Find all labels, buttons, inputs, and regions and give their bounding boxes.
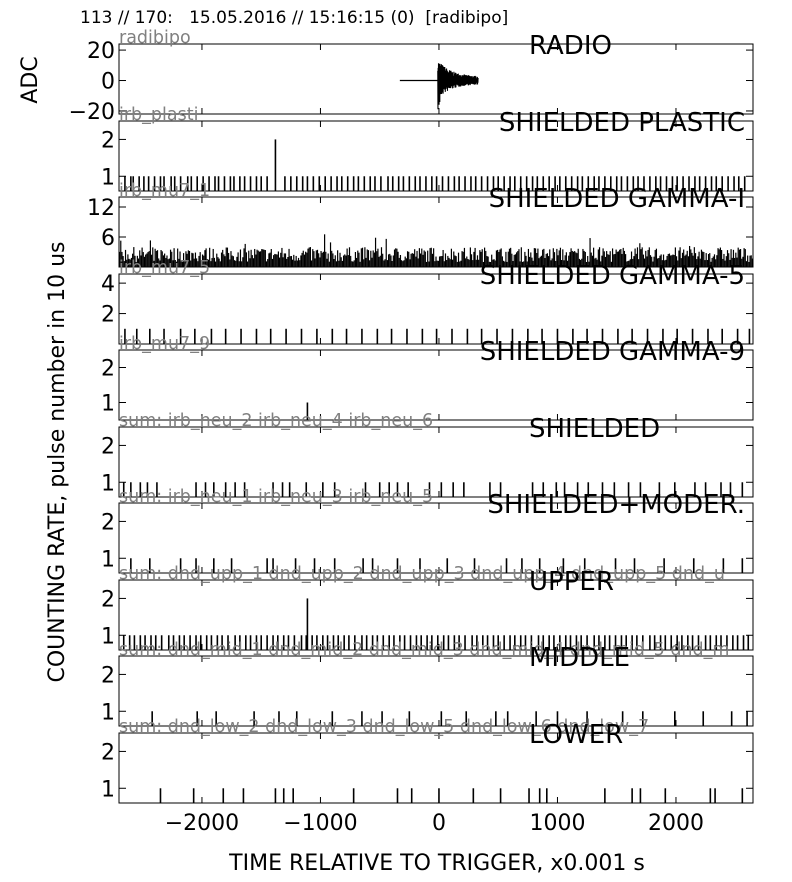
plot-area-shielded-gamma-5 <box>124 328 751 344</box>
y-tick-label: 1 <box>101 700 115 725</box>
panel-title: SHIELDED GAMMA-9 <box>480 337 745 367</box>
channel-label: sum: dnd_low_2 dnd_low_3 dnd_low_5 dnd_l… <box>119 717 649 737</box>
y-tick-label: 2 <box>101 303 115 328</box>
panel-title: SHIELDED <box>529 414 660 444</box>
x-tick-label: 2000 <box>648 811 704 836</box>
plot-area-lower <box>159 788 744 803</box>
panel-frame <box>118 579 754 651</box>
panel-frame <box>118 349 754 421</box>
plot-area-shielded <box>122 482 744 497</box>
panel-upper: 2 1 sum: dnd_upp_1 dnd_upp_2 dnd_upp_3 dnd… <box>101 564 754 651</box>
y-tick-label: 4 <box>101 272 115 297</box>
panel-frame <box>118 196 754 268</box>
y-tick-label: −20 <box>69 100 115 125</box>
channel-label: irb_plasti <box>119 105 198 125</box>
panel-title: UPPER <box>529 567 614 597</box>
channel-label: radibipo <box>119 28 191 48</box>
y-axis-label-counting-rate: COUNTING RATE, pulse number in 10 us <box>45 241 70 682</box>
y-tick-label: 1 <box>101 392 115 417</box>
y-axis-label-adc: ADC <box>18 56 43 103</box>
x-axis: −2000 −1000 0 1000 2000 <box>165 811 704 836</box>
plot-area-shielded-moder <box>130 558 744 573</box>
channel-label: irb_mu7_1 <box>119 181 210 201</box>
panel-frame <box>118 120 754 192</box>
y-tick-label: 2 <box>101 740 115 765</box>
plot-area-shielded-plastic <box>124 139 746 191</box>
y-tick-label: 1 <box>101 165 115 190</box>
y-tick-label: 1 <box>101 777 115 802</box>
y-tick-label: 1 <box>101 471 115 496</box>
plot-area-radio <box>399 63 479 110</box>
y-tick-label: 2 <box>101 128 115 153</box>
panel-frame <box>118 502 754 574</box>
panel-frame <box>118 655 754 727</box>
station-name: [radibipo] <box>425 8 509 28</box>
event-index: 113 // 170: <box>80 8 173 28</box>
y-tick-label: 1 <box>101 624 115 649</box>
panel-radio: 20 0 −20 radibipo RADIO <box>69 28 754 125</box>
panel-shielded-moder: 2 1 sum: irb_neu_1 irb_neu_3 irb_neu_5 SHIE… <box>101 487 754 574</box>
panel-title: RADIO <box>529 31 612 61</box>
event-header: 113 // 170: 15.05.2016 // 15:16:15 (0) [… <box>80 8 508 28</box>
channel-label: sum: irb_neu_2 irb_neu_4 irb_neu_6 <box>119 411 433 431</box>
x-tick-label: −2000 <box>165 811 239 836</box>
panel-shielded-gamma-5: 4 2 irb_mu7_5 SHIELDED GAMMA-5 <box>101 258 754 345</box>
y-tick-label: 12 <box>87 196 115 221</box>
channel-label: irb_mu7_9 <box>119 334 210 354</box>
panel-lower: 2 1 sum: dnd_low_2 dnd_low_3 dnd_low_5 dnd… <box>101 717 754 804</box>
y-tick-label: 1 <box>101 547 115 572</box>
panels: 20 0 −20 radibipo RADIO 2 1 irb_plasti SHIELDED … <box>69 28 754 804</box>
panel-shielded: 2 1 sum: irb_neu_2 irb_neu_4 irb_neu_6 SHIE… <box>101 411 754 498</box>
y-tick-label: 2 <box>101 510 115 535</box>
panel-frame <box>118 426 754 498</box>
channel-label: irb_mu7_5 <box>119 258 210 278</box>
panel-title: SHIELDED+MODER. <box>487 490 745 520</box>
channel-label: sum: dnd_mid_1 dnd_mid_2 dnd_mid_3 dnd_m… <box>119 640 729 660</box>
x-tick-label: −1000 <box>283 811 357 836</box>
panel-frame <box>118 732 754 804</box>
panel-frame <box>118 43 754 115</box>
panel-frame <box>118 273 754 345</box>
plot-area-upper <box>122 598 750 650</box>
y-tick-label: 2 <box>101 663 115 688</box>
panel-shielded-gamma-1: 12 6 irb_mu7_1 SHIELDED GAMMA-I <box>87 181 754 268</box>
x-tick-label: 1000 <box>529 811 585 836</box>
x-tick-label: 0 <box>432 811 446 836</box>
panel-middle: 2 1 sum: dnd_mid_1 dnd_mid_2 dnd_mid_3 dnd… <box>101 640 754 727</box>
panel-title: LOWER <box>529 720 623 750</box>
x-axis-label: TIME RELATIVE TO TRIGGER, x0.001 s <box>228 851 645 876</box>
panel-title: SHIELDED GAMMA-5 <box>480 261 745 291</box>
plot-area-shielded-gamma-1 <box>119 234 753 267</box>
radio-trace <box>437 63 479 110</box>
y-tick-label: 2 <box>101 587 115 612</box>
y-tick-label: 0 <box>101 70 115 95</box>
channel-label: sum: irb_neu_1 irb_neu_3 irb_neu_5 <box>119 487 433 507</box>
panel-title: SHIELDED PLASTIC <box>499 108 745 138</box>
y-tick-label: 2 <box>101 434 115 459</box>
plot-area-middle <box>151 711 748 726</box>
channel-label: sum: dnd_upp_1 dnd_upp_2 dnd_upp_3 dnd_u… <box>119 564 725 584</box>
panel-shielded-gamma-9: 2 1 irb_mu7_9 SHIELDED GAMMA-9 <box>101 334 754 421</box>
y-tick-label: 20 <box>87 39 115 64</box>
y-tick-label: 6 <box>101 226 115 251</box>
y-tick-label: 2 <box>101 357 115 382</box>
event-timestamp: 15.05.2016 // 15:16:15 (0) <box>189 8 415 28</box>
panel-title: MIDDLE <box>529 643 630 673</box>
panel-title: SHIELDED GAMMA-I <box>489 184 745 214</box>
panel-shielded-plastic: 2 1 irb_plasti SHIELDED PLASTIC <box>101 105 754 192</box>
